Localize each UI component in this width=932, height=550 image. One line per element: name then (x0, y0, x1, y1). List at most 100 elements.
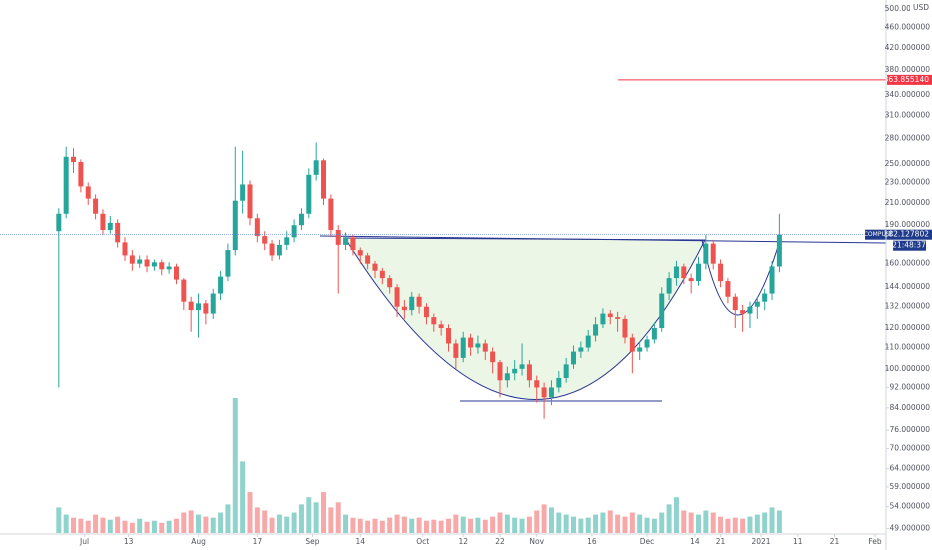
volume-bar (453, 514, 459, 533)
candle-body (585, 335, 591, 348)
axes-layer: 500.000000 460.000000 420.000000 380.000000… (79, 3, 932, 546)
candle-body (519, 364, 525, 369)
candle-body (166, 266, 172, 270)
candle-body (578, 347, 584, 352)
horizontal-line-badge (887, 74, 932, 85)
candle-body (100, 213, 106, 230)
candle-body (762, 293, 768, 302)
y-tick-label: 230.000000 (885, 177, 931, 186)
candle-body (85, 186, 91, 199)
volume-bar (482, 519, 488, 533)
candle-body (497, 362, 503, 381)
volume-bar (218, 512, 224, 533)
volume-bar (651, 518, 657, 533)
candle-body (196, 303, 202, 311)
volume-bar (475, 517, 481, 533)
volume-bar (56, 507, 62, 533)
volume-bar (644, 517, 650, 533)
y-tick-label: 76.000000 (889, 425, 930, 434)
volume-bar (328, 507, 334, 533)
cup-shape (344, 237, 706, 400)
volume-bar (541, 504, 547, 533)
x-tick-label: 14 (690, 537, 700, 546)
candle-body (343, 237, 349, 245)
candle-body (335, 229, 341, 245)
x-tick-label: 22 (495, 537, 505, 546)
volume-bar (534, 510, 540, 533)
volume-bar (269, 517, 275, 533)
candle-body (144, 259, 150, 267)
candle-body (298, 213, 304, 226)
candle-body (71, 156, 77, 163)
volume-bar (387, 517, 393, 533)
candle-body (468, 337, 474, 348)
candle-body (291, 225, 297, 238)
countdown-badge (893, 240, 926, 251)
y-tick-label: 84.000000 (889, 403, 930, 412)
volume-bar (372, 518, 378, 533)
currency-backdrop (910, 3, 932, 13)
candle-body (129, 255, 135, 264)
candle-body (232, 200, 238, 251)
candle-body (137, 259, 143, 264)
candle-body (387, 278, 393, 288)
volume-bar (548, 507, 554, 533)
candle-body (747, 306, 753, 314)
candle-body (240, 184, 246, 201)
volume-bar (769, 507, 775, 533)
candle-body (409, 296, 415, 311)
volume-bar (291, 512, 297, 533)
y-tick-label: 132.000000 (885, 302, 931, 311)
volume-bar (188, 510, 194, 533)
volume-bar (93, 514, 99, 533)
volume-bar (203, 516, 209, 533)
x-tick-label: Sep (305, 537, 319, 546)
candle-body (438, 324, 444, 329)
volume-bar (512, 517, 518, 533)
volume-bar (615, 514, 621, 533)
volume-bar (247, 492, 253, 533)
x-tick-label: 14 (356, 537, 366, 546)
countdown-label: 21:48:37 (892, 241, 926, 250)
volume-bar (593, 514, 599, 533)
last-price-label: 182.127802 (884, 230, 930, 239)
volume-bar (409, 518, 415, 533)
volume-bar (754, 514, 760, 533)
y-tick-label: 190.000000 (885, 220, 931, 229)
volume-bar (490, 516, 496, 533)
volume-bar (468, 518, 474, 533)
y-tick-label: 100.000000 (885, 364, 931, 373)
volume-bar (681, 510, 687, 533)
candle-body (306, 174, 312, 214)
x-tick-label: Jul (79, 537, 89, 546)
volume-bar (144, 521, 150, 533)
candle-body (622, 318, 628, 338)
candle-body (372, 263, 378, 271)
candle-body (615, 317, 621, 319)
volume-bar (159, 522, 165, 533)
volume-bar (696, 514, 702, 533)
candle-body (107, 222, 113, 230)
candle-body (548, 387, 554, 398)
candle-body (218, 276, 224, 294)
candle-body (225, 250, 231, 277)
y-tick-label: 59.000000 (889, 482, 930, 491)
candle-body (321, 160, 327, 199)
volume-bar (357, 518, 363, 533)
symbol-label: COMPUSD (864, 231, 895, 238)
volume-bar (343, 514, 349, 533)
volume-bar (115, 516, 121, 533)
volume-bar (71, 517, 77, 533)
candle-body (460, 337, 466, 358)
volume-bar (629, 512, 635, 533)
volume-bar (232, 398, 238, 533)
candle-body (159, 262, 165, 270)
volume-bar (240, 461, 246, 533)
volume-bar (666, 504, 672, 533)
volume-bar (262, 510, 268, 533)
x-tick-label: 21 (716, 537, 726, 546)
y-tick-label: 92.000000 (889, 382, 930, 391)
candle-body (56, 213, 62, 232)
candle-body (431, 317, 437, 325)
